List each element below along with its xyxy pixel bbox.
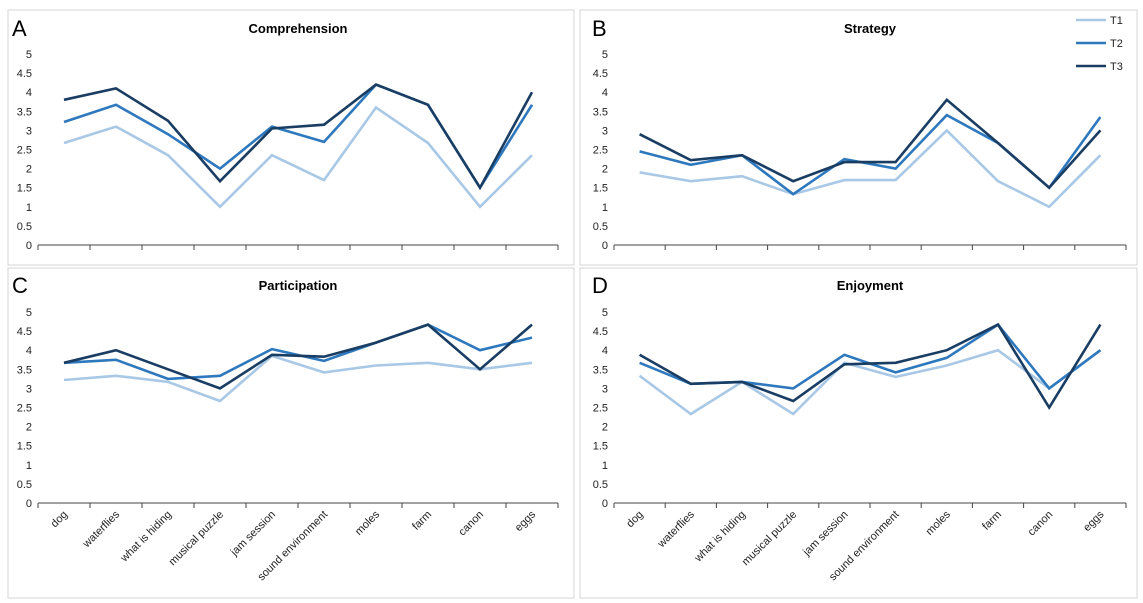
panel-frame: [7, 9, 575, 266]
legend-label: T3: [1110, 61, 1123, 73]
series-line-t1: [63, 105, 533, 209]
panel-b: B Strategy 0 0.5 1 1.5 2 2.5 3 3.5 4 4.5 5: [579, 9, 1138, 266]
y-tick-label: 3.5: [593, 364, 608, 376]
panel-letter: A: [12, 16, 27, 41]
series-line-t1: [63, 354, 533, 403]
y-tick-label: 5: [26, 307, 32, 319]
y-tick-label: 0.5: [17, 479, 32, 491]
y-tick-label: 0.5: [593, 221, 608, 233]
series-line-t3: [639, 97, 1102, 190]
y-tick-label: 1.5: [17, 183, 32, 195]
y-tick-label: 1: [602, 202, 608, 214]
y-tick-label: 4.5: [593, 326, 608, 338]
y-tick-label: 3.5: [17, 364, 32, 376]
y-tick-label: 2.5: [17, 145, 32, 157]
y-tick-label: 2.5: [17, 403, 32, 415]
y-tick-label: 0.5: [593, 479, 608, 491]
series-line-t3: [638, 322, 1102, 410]
legend-label: T2: [1110, 38, 1123, 50]
y-tick-label: 4: [26, 87, 32, 99]
series-line-t3: [63, 83, 534, 191]
panel-title: Enjoyment: [837, 278, 904, 293]
y-tick-label: 0: [602, 240, 608, 252]
y-tick-label: 4.5: [17, 326, 32, 338]
y-tick-label: 1.5: [593, 183, 608, 195]
y-tick-label: 2.5: [593, 403, 608, 415]
panel-letter: B: [592, 16, 607, 41]
y-tick-label: 4: [602, 87, 608, 99]
y-tick-label: 3: [26, 125, 32, 137]
y-tick-label: 1: [26, 202, 32, 214]
legend-label: T1: [1110, 15, 1123, 27]
y-tick-label: 2: [602, 164, 608, 176]
panel-frame: [579, 267, 1138, 599]
y-tick-label: 3: [26, 383, 32, 395]
series-line-t3: [63, 323, 533, 390]
series-line-t1: [639, 128, 1102, 209]
series-line-t1: [638, 348, 1102, 416]
y-tick-label: 4.5: [17, 68, 32, 80]
y-tick-label: 1.5: [17, 441, 32, 453]
panel-letter: D: [592, 273, 608, 298]
y-tick-label: 0.5: [17, 221, 32, 233]
y-tick-label: 1.5: [593, 441, 608, 453]
y-tick-label: 5: [26, 49, 32, 61]
y-tick-label: 5: [602, 49, 608, 61]
y-tick-label: 5: [602, 307, 608, 319]
y-tick-label: 4: [602, 345, 608, 357]
y-tick-label: 4: [26, 345, 32, 357]
panel-letter: C: [12, 273, 28, 298]
y-tick-label: 1: [26, 460, 32, 472]
legend: T1 T2 T3: [1076, 15, 1123, 73]
panel-frame: [7, 267, 575, 599]
panel-title: Participation: [259, 278, 338, 293]
y-tick-label: 2: [602, 422, 608, 434]
panel-title: Comprehension: [249, 21, 348, 36]
panel-title: Strategy: [844, 21, 897, 36]
y-tick-label: 2.5: [593, 145, 608, 157]
y-tick-label: 4.5: [593, 68, 608, 80]
y-tick-label: 0: [26, 240, 32, 252]
y-tick-label: 2: [26, 164, 32, 176]
panel-frame: [579, 9, 1138, 266]
y-tick-label: 3: [602, 125, 608, 137]
y-tick-label: 2: [26, 422, 32, 434]
y-tick-label: 0: [26, 498, 32, 510]
y-tick-label: 0: [602, 498, 608, 510]
y-tick-label: 1: [602, 460, 608, 472]
y-tick-label: 3.5: [17, 106, 32, 118]
y-tick-label: 3.5: [593, 106, 608, 118]
panel-a: A Comprehension 0 0.5 1 1.5 2 2.5 3 3.5 4 4.5 5: [7, 9, 575, 266]
y-tick-label: 3: [602, 383, 608, 395]
